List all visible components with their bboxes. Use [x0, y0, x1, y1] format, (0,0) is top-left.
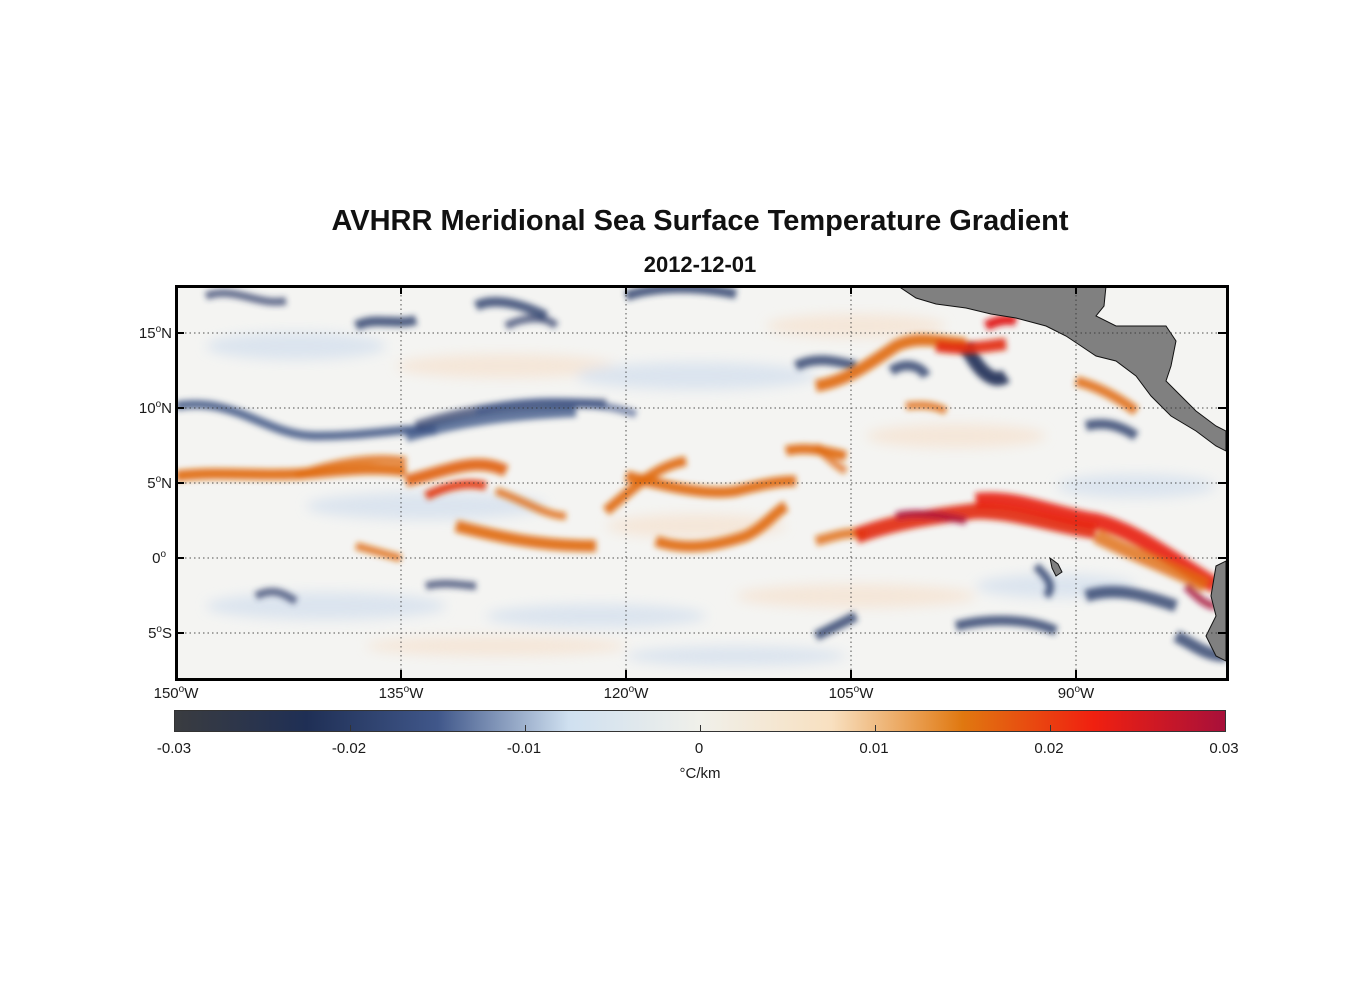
lon-label-120w: 120oW: [603, 684, 649, 702]
land-south-america: [1205, 560, 1226, 662]
colorbar-tick: -0.01: [506, 740, 542, 757]
lat-label-5s: 5oS: [148, 624, 172, 642]
lat-label-5n: 5oN: [147, 474, 172, 492]
land-galapagos: [1049, 556, 1063, 577]
lon-label-105w: 105oW: [828, 684, 874, 702]
colorbar-tick: -0.02: [331, 740, 367, 757]
colorbar-tick: 0.02: [1034, 740, 1064, 757]
colorbar-tick-mark: [1050, 725, 1051, 731]
lon-label-90w: 90oW: [1057, 684, 1095, 702]
lat-label-15n: 15oN: [138, 324, 172, 342]
sst-gradient-map: [176, 286, 1226, 678]
colorbar-tick-mark: [700, 725, 701, 731]
colorbar-unit: °C/km: [679, 765, 721, 782]
colorbar-tick: 0: [694, 740, 704, 757]
land-mexico: [897, 286, 1226, 452]
lon-label-135w: 135oW: [378, 684, 424, 702]
colorbar-tick: -0.03: [156, 740, 192, 757]
colorbar-tick: 0.01: [859, 740, 889, 757]
map-title: AVHRR Meridional Sea Surface Temperature…: [331, 205, 1069, 237]
colorbar: [174, 710, 1226, 732]
lat-label-10n: 10oN: [138, 399, 172, 417]
map-subtitle: 2012-12-01: [643, 252, 757, 277]
lon-label-150w: 150oW: [153, 684, 199, 702]
colorbar-tick: 0.03: [1209, 740, 1239, 757]
lat-label-0: 0o: [152, 549, 166, 567]
colorbar-tick-mark: [875, 725, 876, 731]
colorbar-tick-mark: [525, 725, 526, 731]
colorbar-tick-mark: [350, 725, 351, 731]
